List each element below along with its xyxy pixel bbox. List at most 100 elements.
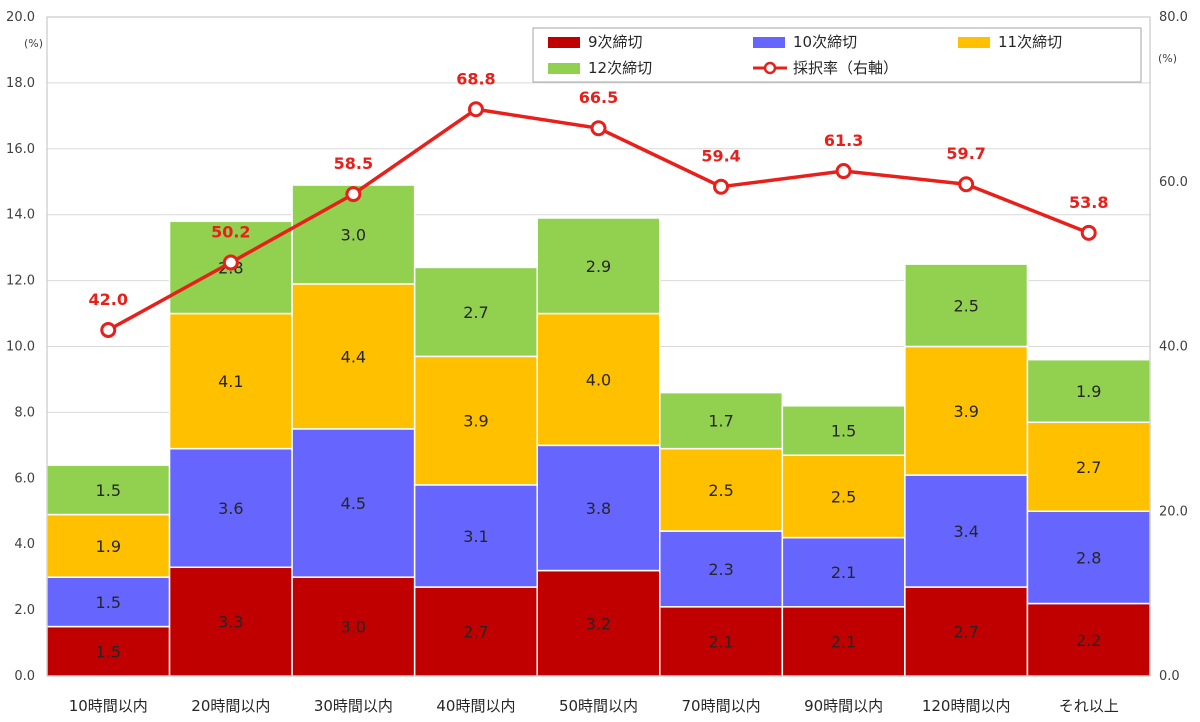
bar-segment [904, 345, 1029, 476]
bar-segment [536, 217, 661, 315]
legend-swatch [548, 37, 580, 48]
bar-data-label: 2.1 [831, 632, 856, 651]
bar-data-label: 3.6 [218, 499, 243, 518]
bar-data-label: 3.1 [463, 527, 488, 546]
bar-data-label: 2.1 [708, 632, 733, 651]
bar-data-label: 1.5 [831, 422, 856, 441]
x-category-label: 10時間以内 [69, 697, 148, 715]
x-category-label: 90時間以内 [804, 697, 883, 715]
y-left-tick-label: 10.0 [6, 340, 35, 355]
bar-segment [1026, 510, 1151, 605]
legend-box [532, 27, 1142, 83]
rate-point [222, 254, 239, 271]
bar-segment [1026, 602, 1151, 677]
bar-segment [904, 586, 1029, 677]
rate-data-label: 42.0 [89, 290, 128, 309]
bar-data-label: 4.1 [218, 372, 243, 391]
rate-point [590, 120, 607, 137]
rate-point [958, 176, 975, 193]
bar-data-label: 3.8 [586, 499, 611, 518]
rate-data-label: 59.4 [701, 147, 740, 166]
rate-data-label: 59.7 [946, 144, 985, 163]
y-left-tick-label: 18.0 [6, 76, 35, 91]
segment-labels: 1.5 1.5 1.9 1.5 3.3 3.6 4.1 2.8 3.0 4.5 4.4 3.0 2.7 3… [96, 225, 1102, 661]
y-left-tick-label: 14.0 [6, 208, 35, 223]
bar-data-label: 3.2 [586, 614, 611, 633]
bar-data-label: 2.7 [1076, 458, 1101, 477]
bar-data-label: 3.4 [953, 522, 978, 541]
bar-segment [291, 576, 416, 677]
bar-segment [413, 266, 538, 358]
y-right-tick-label: 60.0 [1159, 175, 1188, 190]
axes: 0.0 2.0 4.0 6.0 8.0 10.0 12.0 14.0 16.0 18.0 20.0 0… [6, 10, 1188, 715]
bar-segment [46, 576, 171, 628]
bar-data-label: 4.0 [586, 370, 611, 389]
bar-data-label: 2.8 [1076, 548, 1101, 567]
bar-data-label: 2.5 [953, 296, 978, 315]
rate-point [467, 101, 484, 118]
bar-segment [659, 447, 784, 532]
y-right-unit: (%) [1158, 52, 1177, 65]
bar-data-label: 1.5 [96, 593, 121, 612]
y-left-tick-label: 8.0 [14, 405, 35, 420]
x-category-label: 70時間以内 [682, 697, 761, 715]
x-category-label: それ以上 [1059, 697, 1119, 715]
bar-segment [291, 428, 416, 578]
y-left-tick-label: 16.0 [6, 142, 35, 157]
bar-data-label: 2.1 [831, 563, 856, 582]
bar-data-label: 2.7 [463, 623, 488, 642]
bar-segment [46, 625, 171, 677]
rate-data-label: 68.8 [456, 69, 495, 88]
bar-data-label: 1.9 [1076, 382, 1101, 401]
bar-data-label: 2.5 [708, 481, 733, 500]
legend: 9次締切 10次締切 11次締切 12次締切 採択率（右軸） [532, 27, 1142, 83]
bar-data-label: 4.4 [341, 347, 366, 366]
legend-entry-label: 11次締切 [998, 33, 1062, 51]
bar-data-label: 2.3 [708, 560, 733, 579]
bar-data-label: 3.9 [953, 402, 978, 421]
bar-data-label: 1.5 [96, 642, 121, 661]
legend-entry-label: 採択率（右軸） [793, 59, 898, 77]
legend-swatch [753, 37, 785, 48]
bar-data-label: 3.0 [341, 618, 366, 637]
y-left-tick-label: 4.0 [14, 537, 35, 552]
y-left-unit: (%) [24, 37, 43, 50]
y-left-tick-label: 2.0 [14, 603, 35, 618]
bar-segment [168, 566, 293, 677]
legend-entry-label: 10次締切 [793, 33, 857, 51]
bar-segment [291, 283, 416, 430]
legend-entry-label: 12次締切 [588, 59, 652, 77]
bar-data-label: 1.5 [96, 481, 121, 500]
rate-point [1080, 224, 1097, 241]
bar-segment [1026, 421, 1151, 512]
plot-area-border [46, 16, 1151, 677]
rate-data-label: 53.8 [1069, 193, 1108, 212]
bar-segment [659, 391, 784, 450]
x-category-label: 40時間以内 [436, 697, 515, 715]
bar-segment [904, 474, 1029, 588]
bar-segment [536, 444, 661, 572]
x-category-label: 50時間以内 [559, 697, 638, 715]
y-left-tick-label: 20.0 [6, 10, 35, 25]
y-left-tick-label: 0.0 [14, 669, 35, 684]
legend-swatch [958, 37, 990, 48]
y-right-tick-label: 0.0 [1159, 669, 1180, 684]
bar-segment [659, 606, 784, 677]
bar-segment [536, 312, 661, 447]
bars [46, 184, 1151, 677]
y-right-tick-label: 80.0 [1159, 10, 1188, 25]
legend-swatch [548, 63, 580, 74]
y-right-tick-label: 20.0 [1159, 504, 1188, 519]
bar-segment [659, 530, 784, 608]
rate-line: 42.0 50.2 58.5 68.8 66.5 59.4 61.3 59.7 53.8 [89, 69, 1108, 339]
rate-point [345, 186, 362, 203]
bar-data-label: 2.7 [953, 623, 978, 642]
legend-marker [763, 61, 777, 75]
rate-point [100, 322, 117, 339]
rate-data-label: 58.5 [334, 154, 373, 173]
legend-entry-label: 9次締切 [588, 33, 643, 51]
rate-data-label: 50.2 [211, 222, 250, 241]
y-right-tick-label: 40.0 [1159, 340, 1188, 355]
bar-segment [413, 355, 538, 486]
